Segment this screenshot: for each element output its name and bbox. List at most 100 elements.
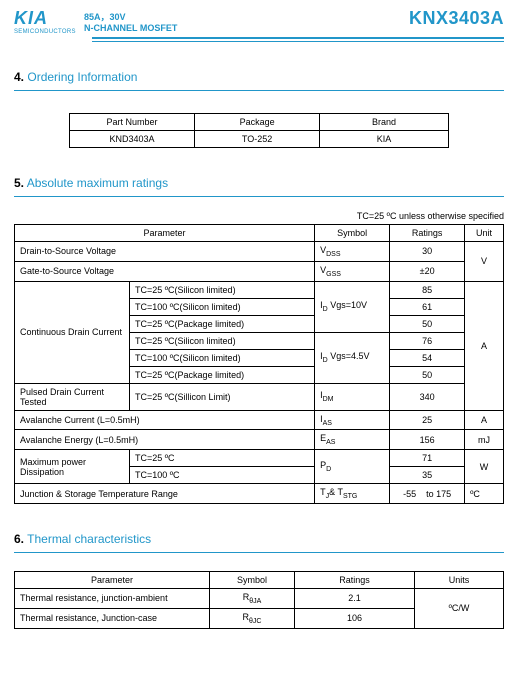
table-row: Gate-to-Source Voltage VGSS ±20	[15, 261, 504, 281]
sym-rja: RθJA	[210, 588, 295, 608]
col-brand: Brand	[320, 114, 449, 131]
brand-subtext: SEMICONDUCTORS	[14, 29, 84, 35]
param-vgss: Gate-to-Source Voltage	[15, 261, 315, 281]
cond-cdc1: TC=25 ºC(Silicon limited)	[130, 281, 315, 298]
rating-vdss: 30	[390, 242, 465, 262]
param-avc: Avalanche Current (L=0.5mH)	[15, 410, 315, 430]
sym-vdss: VDSS	[315, 242, 390, 262]
table-row: Part Number Package Brand	[70, 114, 449, 131]
table-row: Parameter Symbol Ratings Unit	[15, 225, 504, 242]
cond-mpd1: TC=25 ºC	[130, 450, 315, 467]
rating-rja: 2.1	[295, 588, 415, 608]
rating-mpd2: 35	[390, 467, 465, 484]
spec-line2: N-CHANNEL MOSFET	[84, 23, 409, 33]
col-symbol: Symbol	[210, 571, 295, 588]
cond-cdc3: TC=25 ºC(Package limited)	[130, 315, 315, 332]
rating-cdc5: 54	[390, 349, 465, 366]
cond-mpd2: TC=100 ºC	[130, 467, 315, 484]
unit-thermal: ºC/W	[415, 588, 504, 628]
section6-text: Thermal characteristics	[27, 532, 151, 546]
table-row: Drain-to-Source Voltage VDSS 30 V	[15, 242, 504, 262]
section4-text: Ordering Information	[27, 70, 137, 84]
sym-id10: ID Vgs=10V	[315, 281, 390, 332]
rating-pdc: 340	[390, 383, 465, 410]
rating-cdc6: 50	[390, 366, 465, 383]
header-description: 85A，30V N-CHANNEL MOSFET	[84, 8, 409, 33]
col-unit: Unit	[465, 225, 504, 242]
rating-cdc3: 50	[390, 315, 465, 332]
param-mpd: Maximum power Dissipation	[15, 450, 130, 484]
section4-title: 4. Ordering Information	[14, 70, 518, 84]
param-rjc: Thermal resistance, Junction-case	[15, 608, 210, 628]
rating-vgss: ±20	[390, 261, 465, 281]
rating-jtemp: -55 to 175	[390, 484, 465, 504]
col-ratings: Ratings	[390, 225, 465, 242]
unit-avc: A	[465, 410, 504, 430]
unit-ave: mJ	[465, 430, 504, 450]
cond-cdc2: TC=100 ºC(Silicon limited)	[130, 298, 315, 315]
table-row: KND3403A TO-252 KIA	[70, 131, 449, 148]
section6-title: 6. Thermal characteristics	[14, 532, 518, 546]
unit-a: A	[465, 281, 504, 410]
table-row: Thermal resistance, junction-ambient RθJ…	[15, 588, 504, 608]
param-ave: Avalanche Energy (L=0.5mH)	[15, 430, 315, 450]
table-row: Junction & Storage Temperature Range TJ&…	[15, 484, 504, 504]
sym-idm: IDM	[315, 383, 390, 410]
rating-cdc1: 85	[390, 281, 465, 298]
cell-package: TO-252	[195, 131, 320, 148]
section5-text: Absolute maximum ratings	[27, 176, 168, 190]
sym-pd: PD	[315, 450, 390, 484]
param-jtemp: Junction & Storage Temperature Range	[15, 484, 315, 504]
section5-num: 5.	[14, 176, 24, 190]
cell-part: KND3403A	[70, 131, 195, 148]
cond-cdc4: TC=25 ºC(Silicon limited)	[130, 332, 315, 349]
rating-cdc2: 61	[390, 298, 465, 315]
col-package: Package	[195, 114, 320, 131]
section4-num: 4.	[14, 70, 24, 84]
header-rule-thin	[92, 41, 504, 42]
col-parameter: Parameter	[15, 571, 210, 588]
sym-rjc: RθJC	[210, 608, 295, 628]
col-parameter: Parameter	[15, 225, 315, 242]
param-rja: Thermal resistance, junction-ambient	[15, 588, 210, 608]
sym-vgss: VGSS	[315, 261, 390, 281]
unit-v: V	[465, 242, 504, 282]
cond-pdc: TC=25 ºC(Sillicon Limit)	[130, 383, 315, 410]
part-number: KNX3403A	[409, 8, 504, 29]
param-vdss: Drain-to-Source Voltage	[15, 242, 315, 262]
rating-cdc4: 76	[390, 332, 465, 349]
section4-rule	[14, 90, 504, 91]
param-cdc: Continuous Drain Current	[15, 281, 130, 383]
sym-id45: ID Vgs=4.5V	[315, 332, 390, 383]
sym-eas: EAS	[315, 430, 390, 450]
cond-cdc5: TC=100 ºC(Silicon limited)	[130, 349, 315, 366]
rating-mpd1: 71	[390, 450, 465, 467]
cell-brand: KIA	[320, 131, 449, 148]
col-part-number: Part Number	[70, 114, 195, 131]
section6-rule	[14, 552, 504, 553]
col-symbol: Symbol	[315, 225, 390, 242]
brand-logo: KIA	[14, 8, 84, 29]
table-row: Avalanche Current (L=0.5mH) IAS 25 A	[15, 410, 504, 430]
sym-jtemp: TJ& TSTG	[315, 484, 390, 504]
table-row: Continuous Drain Current TC=25 ºC(Silico…	[15, 281, 504, 298]
col-units: Units	[415, 571, 504, 588]
logo-block: KIA SEMICONDUCTORS	[14, 8, 84, 35]
rating-ave: 156	[390, 430, 465, 450]
condition-note: TC=25 ºC unless otherwise specified	[0, 211, 504, 221]
unit-jtemp: ºC	[465, 484, 504, 504]
absolute-max-table: Parameter Symbol Ratings Unit Drain-to-S…	[14, 224, 504, 504]
thermal-table: Parameter Symbol Ratings Units Thermal r…	[14, 571, 504, 629]
rating-avc: 25	[390, 410, 465, 430]
col-ratings: Ratings	[295, 571, 415, 588]
unit-mpd: W	[465, 450, 504, 484]
ordering-table: Part Number Package Brand KND3403A TO-25…	[69, 113, 449, 148]
table-row: Avalanche Energy (L=0.5mH) EAS 156 mJ	[15, 430, 504, 450]
spec-line1: 85A，30V	[84, 10, 409, 23]
section5-rule	[14, 196, 504, 197]
table-row: Maximum power Dissipation TC=25 ºC PD 71…	[15, 450, 504, 467]
page-header: KIA SEMICONDUCTORS 85A，30V N-CHANNEL MOS…	[0, 0, 518, 35]
cond-cdc6: TC=25 ºC(Package limited)	[130, 366, 315, 383]
header-rule-thick	[92, 37, 504, 39]
section5-title: 5. Absolute maximum ratings	[14, 176, 518, 190]
